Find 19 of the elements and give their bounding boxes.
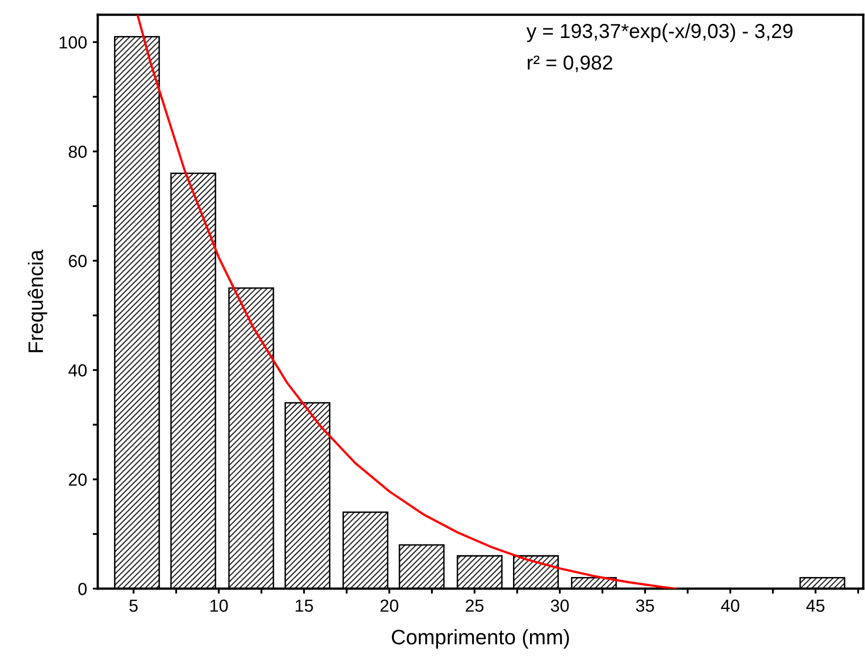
x-tick-label: 45 xyxy=(806,600,824,612)
x-tick-label: 40 xyxy=(721,600,740,612)
x-tick-label: 25 xyxy=(466,600,484,612)
y-tick-label: 100 xyxy=(60,36,87,49)
annotation: r² = 0,982 xyxy=(528,55,612,72)
y-tick-label: 0 xyxy=(78,582,87,596)
x-axis-title: Comprimento (mm) xyxy=(392,629,569,649)
x-tick-label: 20 xyxy=(380,600,398,612)
x-tick-label: 30 xyxy=(550,600,569,612)
x-tick-label: 35 xyxy=(636,600,654,612)
y-axis-title: Frequência xyxy=(28,250,48,352)
y-tick-label: 20 xyxy=(68,474,87,486)
annotation: y = 193,37*exp(-x/9,03) - 3,29 xyxy=(526,23,792,42)
x-tick-label: 15 xyxy=(296,600,313,612)
y-tick-label: 80 xyxy=(68,146,87,158)
y-tick-label: 40 xyxy=(68,364,87,377)
y-tick-label: 60 xyxy=(68,254,87,268)
x-tick-label: 5 xyxy=(129,600,138,612)
x-tick-label: 10 xyxy=(210,600,228,612)
